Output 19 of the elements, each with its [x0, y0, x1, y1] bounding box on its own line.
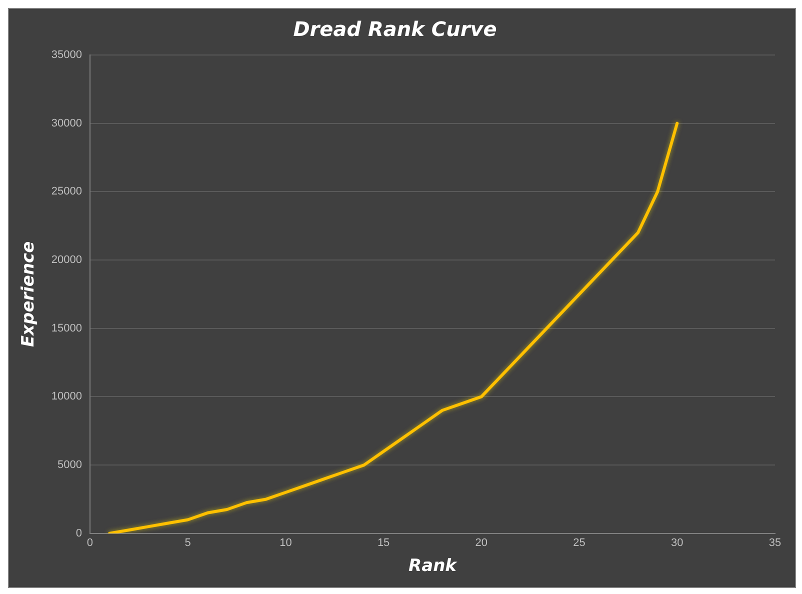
y-tick-label: 25000 — [51, 186, 82, 198]
x-tick-label: 30 — [671, 537, 684, 550]
chart-title: Dread Rank Curve — [293, 17, 497, 42]
x-tick-label: 0 — [86, 537, 94, 550]
y-tick-label: 20000 — [51, 254, 82, 266]
x-tick-label: 20 — [475, 537, 488, 550]
x-axis-title: Rank — [408, 556, 458, 576]
x-tick-label: 25 — [573, 537, 586, 550]
y-tick-label: 10000 — [51, 390, 82, 403]
x-tick-label: 15 — [377, 537, 390, 550]
y-axis-title: Experience — [18, 241, 39, 348]
y-tick-label: 0 — [76, 527, 82, 540]
x-tick-label: 10 — [280, 537, 292, 550]
y-tick-label: 15000 — [51, 322, 82, 334]
y-tick-label: 30000 — [51, 117, 82, 130]
y-tick-label: 5000 — [58, 459, 82, 472]
y-tick-label: 35000 — [51, 49, 82, 62]
x-tick-label: 35 — [768, 537, 782, 550]
x-tick-label: 5 — [184, 537, 191, 550]
